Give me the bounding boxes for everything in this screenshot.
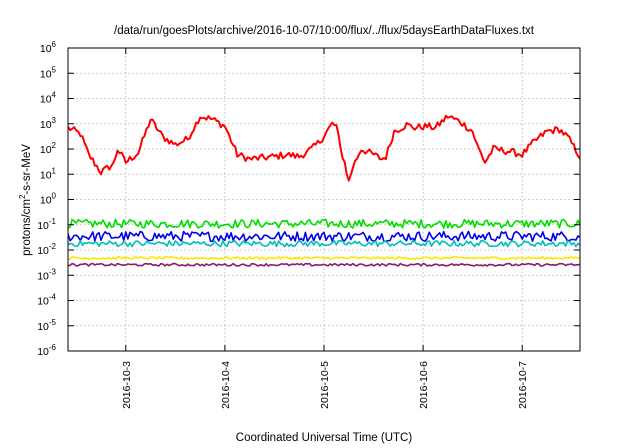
axis-ticks: 10-6 10-5 10-4 10-3 10-2 10-1 100 101 102 103 104 1… [37,40,580,409]
y-tick-label: 104 [40,91,57,106]
series-line-0 [68,114,580,182]
y-tick-label: 10-1 [37,217,56,232]
y-tick-label: 106 [40,40,57,55]
data-series [68,114,580,267]
y-tick-label: 101 [40,166,57,181]
x-tick-label: 2016-10-5 [319,361,331,409]
y-tick-label: 102 [40,141,57,156]
x-axis-label: Coordinated Universal Time (UTC) [236,432,413,444]
series-line-5 [68,262,580,267]
series-line-1 [68,218,580,229]
y-tick-label: 10-2 [37,242,56,257]
y-tick-label: 100 [40,192,57,207]
y-tick-label: 10-3 [37,267,56,282]
x-tick-label: 2016-10-6 [418,361,430,409]
x-tick-label: 2016-10-7 [517,361,529,409]
x-tick-label: 2016-10-4 [220,361,232,409]
series-line-4 [68,256,580,261]
chart-title: /data/run/goesPlots/archive/2016-10-07/1… [114,25,535,37]
y-tick-label: 103 [40,116,57,131]
series-line-3 [68,239,580,248]
y-axis-label: protons/cm2-s-sr-MeV [18,144,33,256]
y-tick-label: 10-6 [37,343,56,358]
x-tick-label: 2016-10-3 [121,361,133,409]
series-line-2 [68,230,580,243]
grid-lines [68,48,580,351]
y-tick-label: 105 [40,65,57,80]
y-tick-label: 10-4 [37,293,56,308]
y-tick-label: 10-5 [37,318,56,333]
